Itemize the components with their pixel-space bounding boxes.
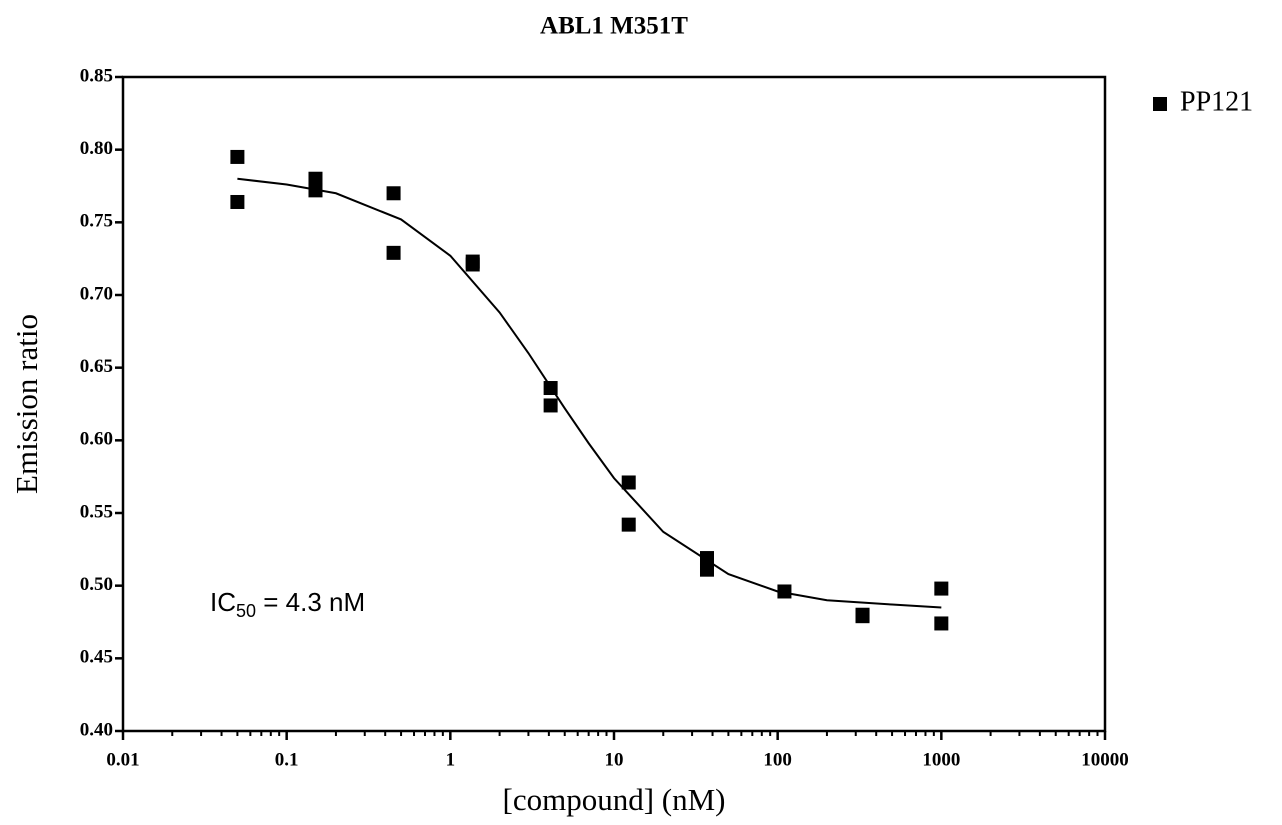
data-point <box>465 257 480 272</box>
data-point <box>543 398 558 413</box>
data-point <box>621 517 636 532</box>
x-axis-label: [compound] (nM) <box>503 782 726 817</box>
y-tick-label: 0.65 <box>80 356 113 377</box>
annotation-subscript: 50 <box>236 601 256 621</box>
fit-curve <box>237 177 942 609</box>
y-tick-label: 0.75 <box>80 211 113 232</box>
y-axis-label: Emission ratio <box>9 314 44 494</box>
x-tick-label: 10 <box>605 749 624 770</box>
y-tick-label: 0.50 <box>80 574 113 595</box>
y-tick-label: 0.55 <box>80 501 113 522</box>
data-point <box>386 186 401 201</box>
plot-frame <box>121 75 1107 733</box>
x-tick-label: 0.01 <box>106 749 139 770</box>
data-point <box>699 551 714 566</box>
y-tick-label: 0.85 <box>80 65 113 86</box>
y-tick-label: 0.40 <box>80 719 113 740</box>
data-point <box>934 616 949 631</box>
data-point <box>543 381 558 396</box>
chart-title: ABL1 M351T <box>540 13 688 40</box>
annotation-text: = 4.3 nM <box>256 587 365 617</box>
data-point <box>386 245 401 260</box>
x-tick-label: 100 <box>763 749 792 770</box>
x-tick-label: 10000 <box>1081 749 1129 770</box>
data-point <box>230 149 245 164</box>
annotation: IC50 = 4.3 nM <box>210 587 365 621</box>
y-tick-label: 0.45 <box>80 647 113 668</box>
data-point <box>777 584 792 599</box>
y-tick-label: 0.60 <box>80 429 113 450</box>
y-tick-label: 0.70 <box>80 283 113 304</box>
x-tick-label: 1 <box>446 749 456 770</box>
data-point <box>621 475 636 490</box>
legend-marker <box>1153 97 1167 111</box>
y-tick-label: 0.80 <box>80 138 113 159</box>
data-point <box>699 562 714 577</box>
data-point <box>308 183 323 198</box>
x-tick-label: 1000 <box>922 749 960 770</box>
data-point <box>934 581 949 596</box>
legend-label: PP121 <box>1180 86 1253 117</box>
data-point <box>855 607 870 622</box>
x-tick-label: 0.1 <box>275 749 299 770</box>
data-point <box>308 171 323 186</box>
annotation-text: IC <box>210 587 236 617</box>
data-point <box>230 194 245 209</box>
